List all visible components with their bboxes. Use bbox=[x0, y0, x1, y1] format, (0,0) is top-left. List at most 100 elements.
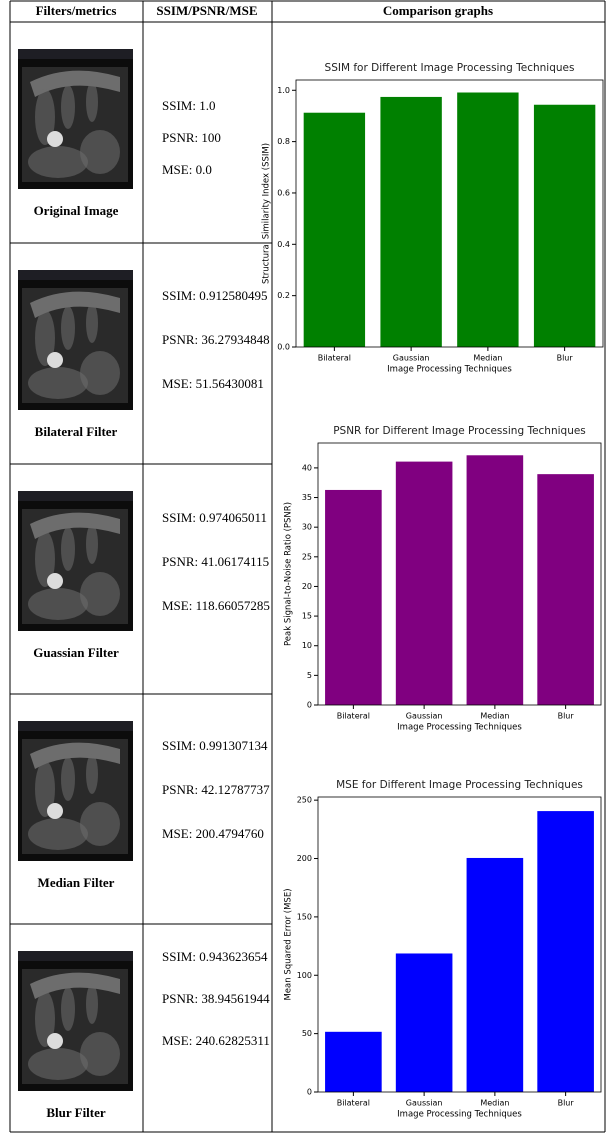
image-structure bbox=[28, 1048, 88, 1080]
image-bright-spot bbox=[47, 352, 63, 368]
document: Filters/metrics SSIM/PSNR/MSE Comparison g… bbox=[0, 0, 608, 1133]
image-structure bbox=[80, 802, 120, 846]
image-bright-spot bbox=[47, 803, 63, 819]
image-bright-spot bbox=[47, 131, 63, 147]
image-caption: Bilateral Filter bbox=[35, 424, 118, 439]
y-tick-label: 40 bbox=[302, 463, 312, 472]
bar bbox=[534, 105, 595, 347]
image-structure bbox=[80, 572, 120, 616]
y-tick-label: 200 bbox=[297, 854, 312, 863]
y-tick-label: 0.0 bbox=[277, 343, 290, 352]
image-structure bbox=[28, 818, 88, 850]
metric-text: PSNR: 36.27934848 bbox=[162, 332, 270, 347]
image-structure bbox=[80, 351, 120, 395]
y-tick-label: 0.8 bbox=[277, 137, 290, 146]
bar bbox=[537, 811, 594, 1092]
image-structure bbox=[28, 588, 88, 620]
image-structure bbox=[61, 527, 75, 571]
x-tick-label: Bilateral bbox=[318, 354, 351, 363]
image-header-bar bbox=[18, 270, 133, 280]
metric-text: MSE: 51.56430081 bbox=[162, 376, 264, 391]
y-tick-label: 150 bbox=[297, 912, 312, 921]
image-header-bar bbox=[18, 721, 133, 731]
y-tick-label: 25 bbox=[302, 552, 312, 561]
x-axis-label: Image Processing Techniques bbox=[387, 365, 512, 375]
image-structure bbox=[61, 85, 75, 129]
x-tick-label: Bilateral bbox=[337, 712, 370, 721]
y-tick-label: 250 bbox=[297, 796, 312, 805]
image-structure bbox=[86, 524, 98, 564]
bar bbox=[457, 93, 518, 347]
y-tick-label: 20 bbox=[302, 582, 312, 591]
image-structure bbox=[80, 130, 120, 174]
x-tick-label: Blur bbox=[558, 712, 575, 721]
image-structure bbox=[28, 367, 88, 399]
metric-text: SSIM: 1.0 bbox=[162, 98, 215, 113]
metric-text: MSE: 240.62825311 bbox=[162, 1033, 270, 1048]
bar bbox=[537, 474, 594, 705]
y-tick-label: 10 bbox=[302, 641, 312, 650]
chart-title: PSNR for Different Image Processing Tech… bbox=[333, 425, 586, 437]
image-caption: Blur Filter bbox=[46, 1105, 106, 1120]
image-caption: Median Filter bbox=[38, 875, 115, 890]
bar bbox=[467, 858, 524, 1092]
column-header: Comparison graphs bbox=[383, 3, 493, 18]
image-structure bbox=[86, 303, 98, 343]
image-caption: Original Image bbox=[34, 203, 119, 218]
image-structure bbox=[86, 82, 98, 122]
y-tick-label: 100 bbox=[297, 971, 312, 980]
image-structure bbox=[86, 754, 98, 794]
x-axis-label: Image Processing Techniques bbox=[397, 1110, 522, 1120]
y-tick-label: 0.6 bbox=[277, 188, 290, 197]
image-structure bbox=[61, 306, 75, 350]
bar bbox=[467, 455, 524, 705]
metric-text: PSNR: 38.94561944 bbox=[162, 991, 270, 1006]
x-tick-label: Bilateral bbox=[337, 1099, 370, 1108]
y-tick-label: 0.2 bbox=[277, 291, 290, 300]
x-tick-label: Median bbox=[473, 354, 502, 363]
chart-title: SSIM for Different Image Processing Tech… bbox=[325, 62, 575, 74]
metric-text: SSIM: 0.912580495 bbox=[162, 288, 267, 303]
y-tick-label: 30 bbox=[302, 523, 312, 532]
metric-text: MSE: 0.0 bbox=[162, 162, 212, 177]
bar bbox=[325, 1032, 382, 1092]
metric-text: PSNR: 42.12787737 bbox=[162, 782, 270, 797]
image-bright-spot bbox=[47, 573, 63, 589]
image-structure bbox=[80, 1032, 120, 1076]
metric-text: PSNR: 41.06174115 bbox=[162, 554, 269, 569]
y-tick-label: 0 bbox=[307, 701, 312, 710]
x-tick-label: Median bbox=[480, 712, 509, 721]
column-header: SSIM/PSNR/MSE bbox=[156, 3, 257, 18]
image-structure bbox=[28, 146, 88, 178]
ultrasound-image bbox=[18, 721, 133, 861]
x-tick-label: Blur bbox=[557, 354, 574, 363]
image-structure bbox=[61, 987, 75, 1031]
y-tick-label: 0.4 bbox=[277, 240, 290, 249]
x-tick-label: Blur bbox=[558, 1099, 575, 1108]
image-header-bar bbox=[18, 951, 133, 961]
y-tick-label: 5 bbox=[307, 671, 312, 680]
x-tick-label: Gaussian bbox=[406, 1099, 443, 1108]
y-axis-label: Peak Signal-to-Noise Ratio (PSNR) bbox=[284, 502, 294, 646]
metric-text: PSNR: 100 bbox=[162, 130, 221, 145]
image-structure bbox=[86, 984, 98, 1024]
y-tick-label: 50 bbox=[302, 1029, 312, 1038]
bar bbox=[396, 462, 453, 705]
y-tick-label: 1.0 bbox=[277, 86, 290, 95]
ultrasound-image bbox=[18, 270, 133, 410]
x-tick-label: Gaussian bbox=[406, 712, 443, 721]
image-header-bar bbox=[18, 491, 133, 501]
column-header: Filters/metrics bbox=[36, 3, 117, 18]
ultrasound-image bbox=[18, 491, 133, 631]
page: Filters/metrics SSIM/PSNR/MSE Comparison g… bbox=[0, 0, 608, 1133]
chart-title: MSE for Different Image Processing Techn… bbox=[336, 779, 583, 791]
y-axis-label: Structural Similarity Index (SSIM) bbox=[262, 143, 272, 284]
ultrasound-image bbox=[18, 49, 133, 189]
metric-text: SSIM: 0.943623654 bbox=[162, 949, 268, 964]
image-caption: Guassian Filter bbox=[33, 645, 119, 660]
bar bbox=[325, 490, 382, 705]
x-tick-label: Gaussian bbox=[393, 354, 430, 363]
y-tick-label: 35 bbox=[302, 493, 312, 502]
x-axis-label: Image Processing Techniques bbox=[397, 723, 522, 733]
bar bbox=[380, 97, 441, 347]
